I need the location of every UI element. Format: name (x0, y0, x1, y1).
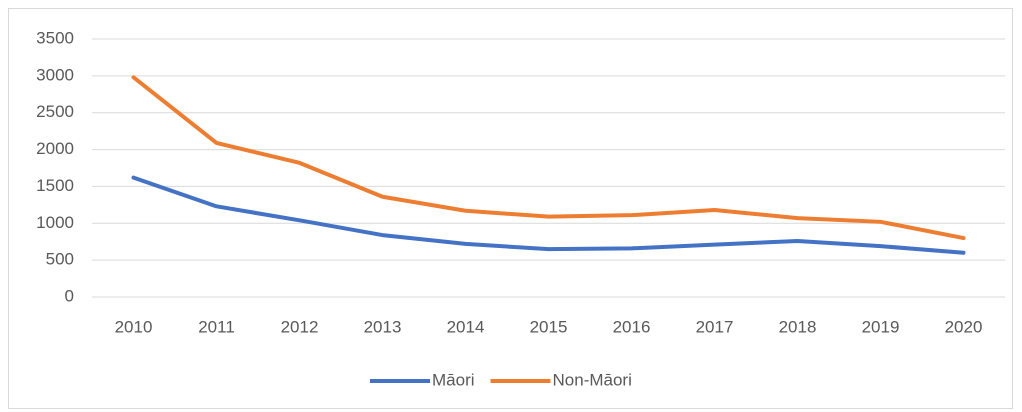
x-tick-label: 2012 (281, 317, 319, 336)
x-tick-label: 2018 (779, 317, 817, 336)
x-tick-label: 2016 (613, 317, 651, 336)
legend-label: Māori (432, 370, 475, 389)
y-tick-label: 1500 (36, 176, 74, 195)
x-tick-label: 2014 (447, 317, 485, 336)
legend-label: Non-Māori (553, 370, 632, 389)
x-tick-label: 2015 (530, 317, 568, 336)
x-tick-label: 2020 (945, 317, 983, 336)
y-tick-label: 500 (46, 250, 74, 269)
y-tick-label: 0 (65, 286, 74, 305)
x-tick-label: 2019 (862, 317, 900, 336)
x-tick-label: 2011 (198, 317, 235, 336)
chart-border (8, 8, 1013, 409)
y-tick-label: 2500 (36, 102, 74, 121)
x-tick-label: 2017 (696, 317, 734, 336)
y-tick-label: 2000 (36, 139, 74, 158)
y-tick-label: 3000 (36, 65, 74, 84)
y-tick-label: 1000 (36, 213, 74, 232)
line (131, 175, 966, 255)
line (131, 75, 966, 241)
y-tick-label: 3500 (36, 28, 74, 47)
x-tick-label: 2010 (115, 317, 153, 336)
x-tick-label: 2013 (364, 317, 402, 336)
